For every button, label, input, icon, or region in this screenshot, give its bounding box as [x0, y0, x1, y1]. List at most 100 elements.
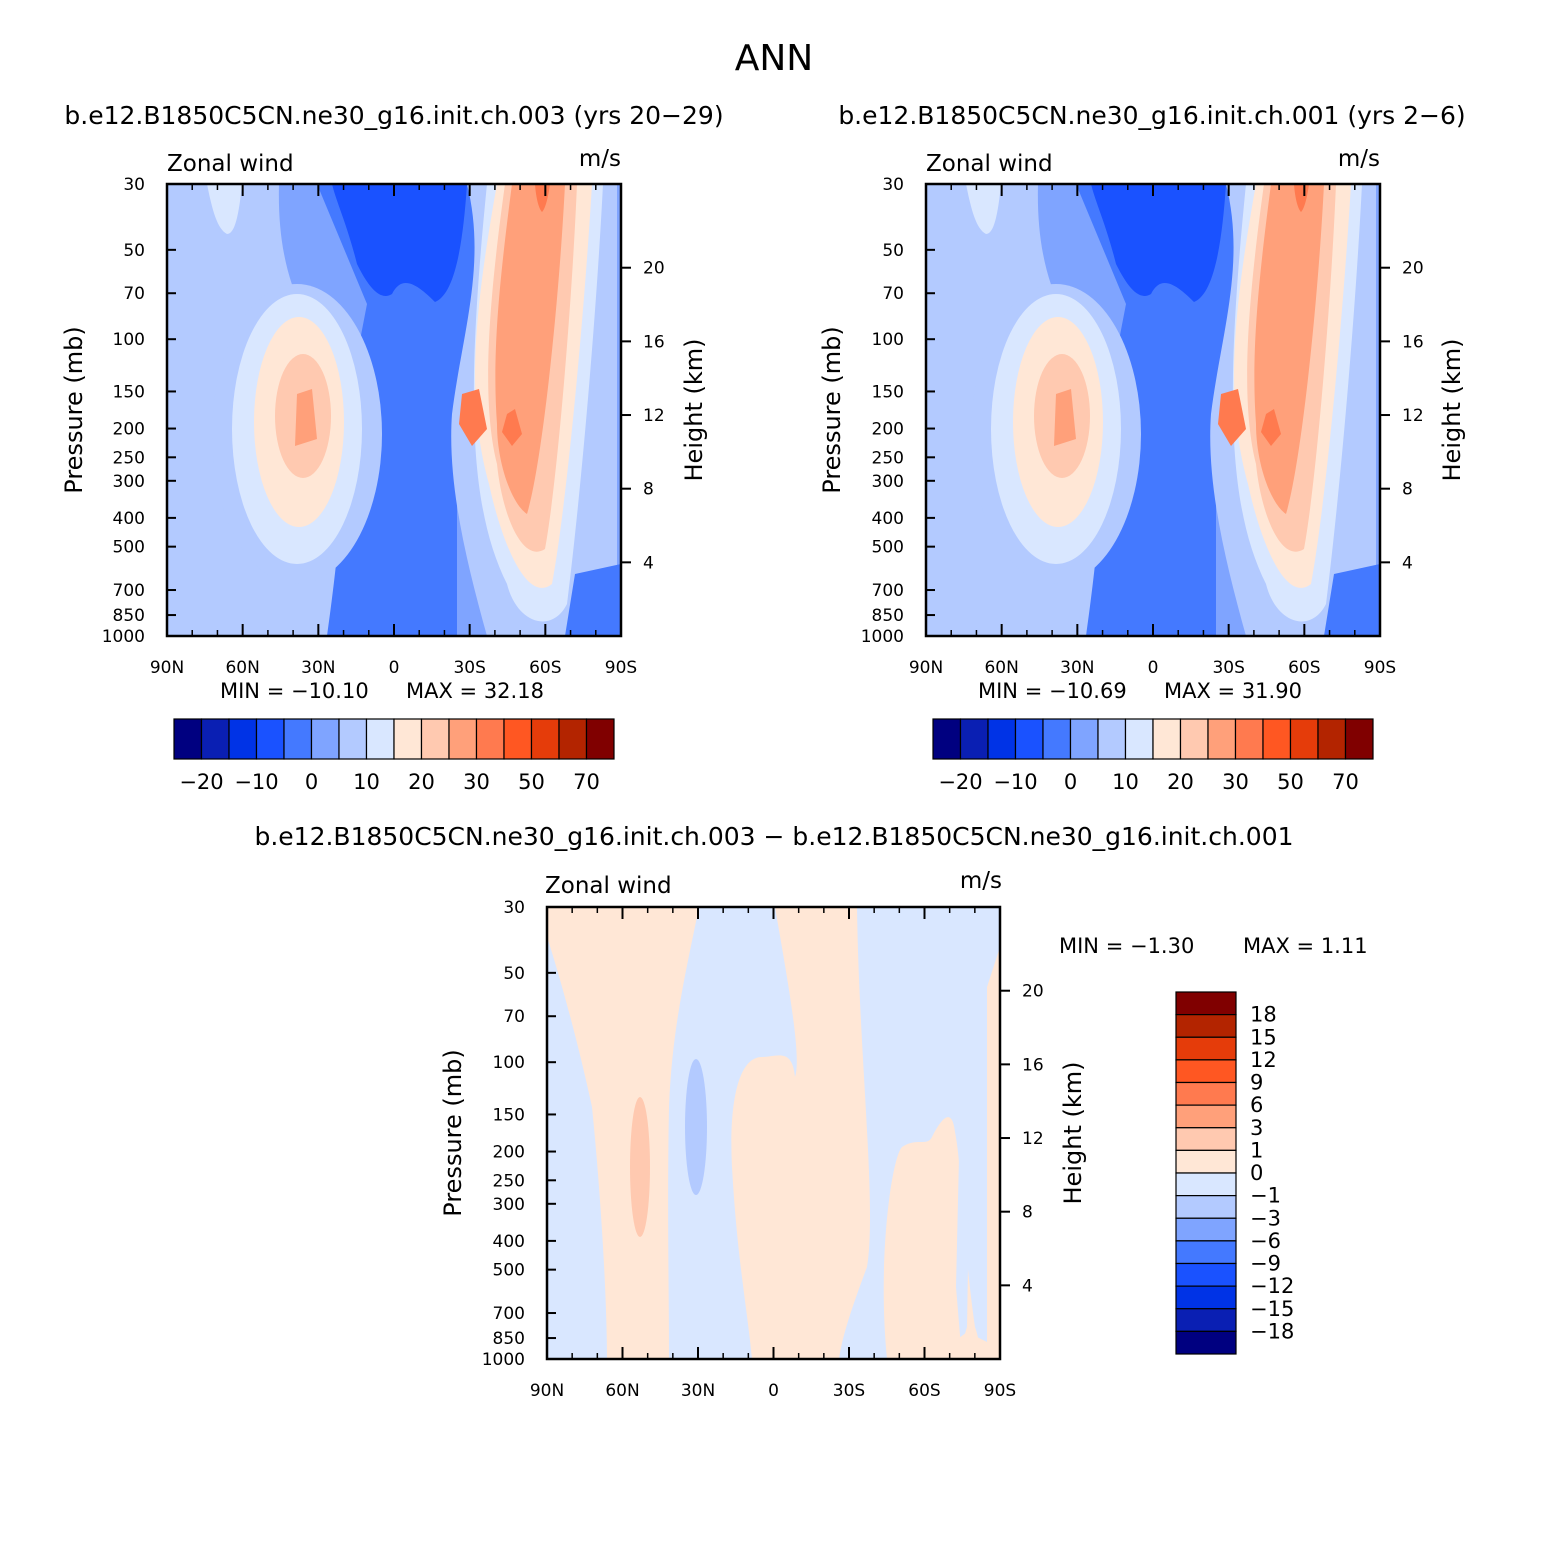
x-tick-label: 30N: [1060, 658, 1094, 678]
x-tick-label: 30N: [681, 1381, 715, 1401]
colorbar-label: 9: [1250, 1071, 1263, 1095]
colorbar-label: 70: [573, 770, 600, 794]
x-tick-label: 60S: [908, 1381, 940, 1401]
y-tick-label: 250: [113, 448, 145, 468]
colorbar-swatch: [959, 718, 989, 760]
colorbar-label: −10: [993, 770, 1037, 794]
colorbar-swatch: [255, 718, 285, 760]
colorbar-swatch: [1262, 718, 1292, 760]
variable-label: Zonal wind: [545, 873, 672, 899]
y-tick-label: 300: [493, 1195, 525, 1215]
colorbar-swatch: [338, 718, 368, 760]
units-label: m/s: [1338, 146, 1380, 172]
colorbar-swatch: [1175, 1149, 1237, 1174]
colorbar-swatch: [1014, 718, 1044, 760]
y-axis-label: Pressure (mb): [439, 1049, 467, 1216]
y-axis-label-right: Height (km): [1438, 339, 1466, 482]
y-tick-label: 70: [503, 1007, 525, 1027]
x-tick-label: 0: [389, 658, 400, 678]
colorbar-label: 12: [1250, 1048, 1277, 1072]
y-tick-label: 100: [493, 1053, 525, 1073]
min-value: MIN = −10.10: [220, 679, 369, 703]
colorbar-swatch: [393, 718, 423, 760]
colorbar-swatch: [1097, 718, 1127, 760]
colorbar-label: −6: [1250, 1229, 1281, 1253]
colorbar-swatch: [448, 718, 478, 760]
height-tick-label: 12: [1402, 406, 1424, 426]
y-tick-label: 500: [493, 1261, 525, 1281]
y-tick-label: 1000: [861, 627, 904, 647]
height-tick-label: 4: [643, 553, 654, 573]
colorbar-label: −9: [1250, 1252, 1281, 1276]
panel-difference: b.e12.B1850C5CN.ne30_g16.init.ch.003 − b…: [254, 822, 1367, 1401]
colorbar-label: 10: [353, 770, 380, 794]
y-tick-label: 150: [493, 1105, 525, 1125]
colorbar-swatch: [1175, 1036, 1237, 1061]
height-tick-label: 16: [643, 332, 665, 352]
x-tick-label: 30S: [833, 1381, 865, 1401]
colorbar-label: 20: [1167, 770, 1194, 794]
y-tick-label: 50: [503, 964, 525, 984]
y-axis-label: Pressure (mb): [818, 326, 846, 493]
y-tick-label: 500: [872, 538, 904, 558]
x-tick-label: 30S: [453, 658, 485, 678]
y-tick-label: 70: [123, 284, 145, 304]
y-tick-label: 200: [113, 420, 145, 440]
height-tick-label: 12: [1022, 1129, 1044, 1149]
x-tick-label: 90S: [984, 1381, 1016, 1401]
colorbar-label: 30: [463, 770, 490, 794]
y-tick-label: 100: [872, 330, 904, 350]
x-tick-label: 90N: [150, 658, 184, 678]
y-tick-label: 50: [123, 241, 145, 261]
y-tick-label: 30: [123, 175, 145, 195]
x-tick-label: 0: [1148, 658, 1159, 678]
x-tick-label: 60N: [984, 658, 1018, 678]
units-label: m/s: [579, 146, 621, 172]
colorbar-swatch: [1069, 718, 1099, 760]
colorbar-label: −18: [1250, 1319, 1294, 1343]
colorbar-swatch: [1234, 718, 1264, 760]
colorbar-label: 50: [1277, 770, 1304, 794]
height-tick-label: 8: [1022, 1203, 1033, 1223]
min-value: MIN = −10.69: [978, 679, 1127, 703]
figure-title: ANN: [735, 38, 814, 79]
colorbar-label: 6: [1250, 1093, 1263, 1117]
y-tick-label: 250: [872, 448, 904, 468]
variable-label: Zonal wind: [167, 151, 294, 177]
colorbar-swatch: [1175, 1127, 1237, 1151]
y-tick-label: 850: [113, 606, 145, 626]
y-tick-label: 300: [872, 472, 904, 492]
colorbar-label: 0: [305, 770, 318, 794]
panel-case2: b.e12.B1850C5CN.ne30_g16.init.ch.001 (yr…: [818, 101, 1466, 794]
colorbar-swatch: [1175, 991, 1237, 1016]
max-value: MAX = 32.18: [406, 679, 544, 703]
colorbar-label: 18: [1250, 1003, 1277, 1027]
max-value: MAX = 1.11: [1243, 934, 1368, 958]
colorbar-label: 10: [1112, 770, 1139, 794]
case-title: b.e12.B1850C5CN.ne30_g16.init.ch.003 − b…: [254, 822, 1293, 851]
colorbar-label: −3: [1250, 1206, 1281, 1230]
x-tick-label: 60S: [1288, 658, 1320, 678]
height-tick-label: 4: [1022, 1276, 1033, 1296]
colorbar-label: 3: [1250, 1116, 1263, 1140]
height-tick-label: 20: [1022, 982, 1044, 1002]
colorbar-swatch: [1152, 718, 1182, 760]
colorbar-swatch: [1175, 1217, 1237, 1242]
y-tick-label: 70: [882, 284, 904, 304]
x-tick-label: 30N: [301, 658, 335, 678]
colorbar-label: −12: [1250, 1274, 1294, 1298]
y-tick-label: 400: [113, 509, 145, 529]
colorbar-swatch: [1344, 718, 1374, 760]
height-tick-label: 20: [1402, 259, 1424, 279]
colorbar-swatch: [1042, 718, 1072, 760]
colorbar-label: 0: [1250, 1161, 1263, 1185]
colorbar-label: 20: [408, 770, 435, 794]
colorbar-swatch: [1175, 1308, 1237, 1332]
x-tick-label: 90S: [1364, 658, 1396, 678]
colorbar-swatch: [558, 718, 588, 760]
case-title: b.e12.B1850C5CN.ne30_g16.init.ch.001 (yr…: [838, 101, 1465, 130]
y-tick-label: 1000: [482, 1350, 525, 1370]
y-tick-label: 1000: [102, 627, 145, 647]
colorbar-swatch: [365, 718, 395, 760]
colorbar-label: 15: [1250, 1025, 1277, 1049]
